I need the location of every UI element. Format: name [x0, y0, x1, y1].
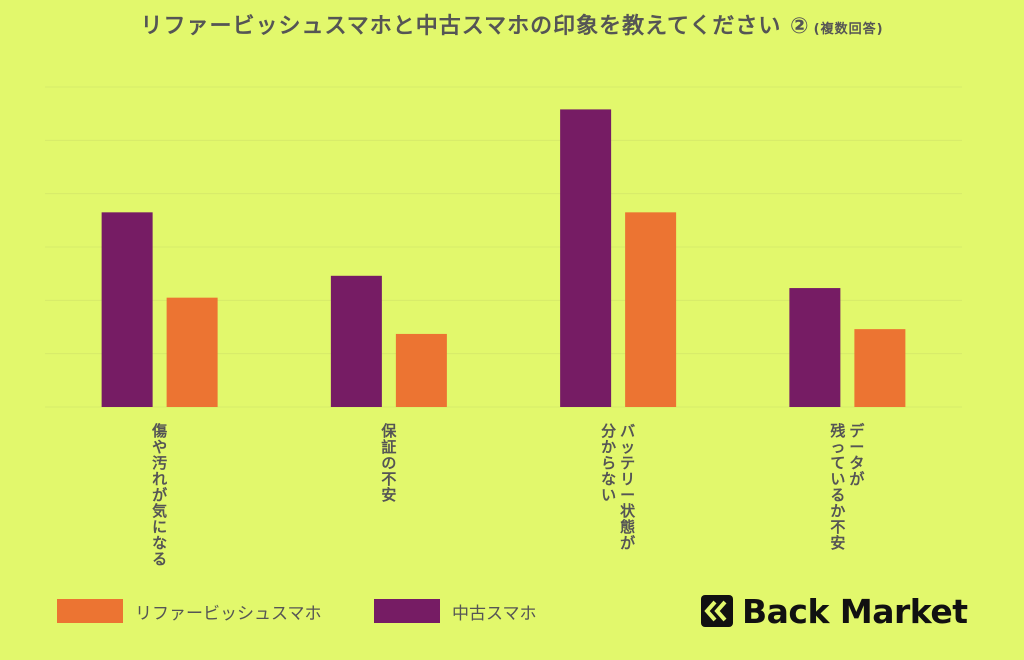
bar-used-1	[330, 275, 382, 407]
chart-title-text: リファービッシュスマホと中古スマホの印象を教えてください ②	[140, 14, 810, 39]
bar-refurbished-3	[854, 329, 906, 407]
back-market-logo: Back Market	[700, 588, 968, 634]
x-tick-label-2-0: バッテリー状態が	[620, 422, 636, 552]
chart-title: リファービッシュスマホと中古スマホの印象を教えてください ② (複数回答)	[0, 8, 1024, 40]
x-tick-label-3-1: 残っているか不安	[830, 422, 845, 552]
legend-swatch-refurbished	[57, 599, 123, 623]
bar-used-3	[789, 288, 841, 407]
logo-text: Back Market	[742, 591, 968, 631]
legend-item-refurbished: リファービッシュスマホ	[57, 598, 322, 624]
legend-swatch-used	[374, 599, 440, 623]
chart-title-note: (複数回答)	[813, 22, 884, 37]
bar-refurbished-1	[395, 333, 447, 407]
back-market-chevron-logo-icon	[701, 595, 733, 627]
legend-label-used: 中古スマホ	[452, 603, 537, 624]
bar-refurbished-0	[166, 297, 218, 407]
x-tick-label-0-0: 傷や汚れが気になる	[151, 422, 168, 568]
legend-label-refurbished: リファービッシュスマホ	[135, 603, 322, 624]
x-tick-label-2-1: 分からない	[601, 422, 616, 504]
x-tick-label-1-0: 保証の不安	[380, 422, 397, 504]
legend-item-used: 中古スマホ	[374, 598, 537, 624]
bar-used-2	[560, 109, 612, 408]
bars	[101, 109, 906, 408]
bar-used-0	[101, 212, 153, 407]
x-tick-label-3-0: データが	[849, 422, 865, 488]
bar-refurbished-2	[625, 212, 677, 407]
